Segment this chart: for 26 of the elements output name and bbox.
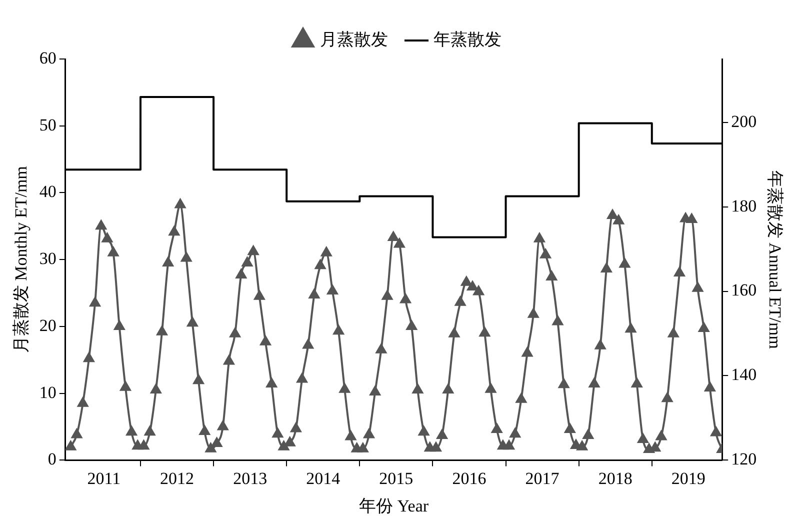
y2-axis-title: 年蒸散发 Annual ET/mm — [765, 170, 784, 349]
y-tick-label: 30 — [39, 249, 56, 268]
y2-tick-label: 120 — [731, 450, 757, 469]
x-tick-label: 2013 — [233, 468, 268, 488]
y2-tick-label: 200 — [731, 112, 757, 131]
x-tick-label: 2015 — [379, 468, 414, 488]
y-tick-label: 50 — [39, 115, 56, 134]
y-tick-label: 10 — [39, 382, 56, 402]
x-tick-label: 2018 — [598, 468, 632, 488]
x-tick-label: 2017 — [525, 468, 560, 488]
y-tick-label: 0 — [48, 450, 56, 469]
y2-tick-label: 140 — [731, 365, 757, 384]
y-axis-title: 月蒸散发 Monthly ET/mm — [12, 166, 31, 354]
y2-tick-label: 180 — [731, 196, 757, 216]
x-tick-label: 2014 — [306, 468, 341, 488]
x-tick-label: 2019 — [671, 468, 706, 488]
x-tick-label: 2016 — [452, 468, 486, 488]
legend-label: 年蒸散发 — [434, 30, 502, 49]
y-tick-label: 20 — [39, 316, 56, 335]
y-tick-label: 60 — [39, 48, 56, 68]
y-tick-label: 40 — [39, 182, 56, 202]
x-tick-label: 2011 — [87, 468, 121, 488]
legend-label: 月蒸散发 — [320, 30, 388, 49]
x-axis-title: 年份 Year — [358, 496, 429, 516]
y2-tick-label: 160 — [731, 280, 757, 300]
x-tick-label: 2012 — [160, 468, 194, 488]
